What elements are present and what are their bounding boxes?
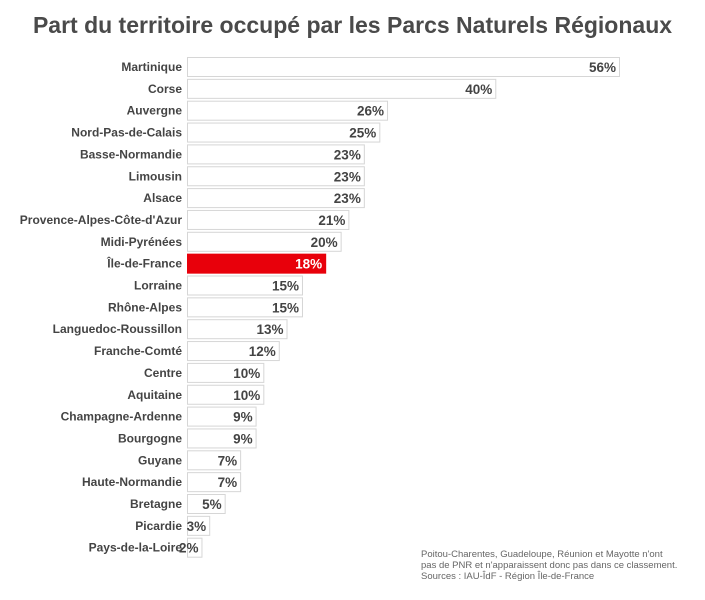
bar-rhone-alpes: [187, 297, 303, 318]
category-label-midi-pyrenees: Midi-Pyrénées: [101, 235, 183, 249]
category-label-picardie: Picardie: [135, 519, 182, 533]
value-label-bretagne: 5%: [202, 497, 222, 512]
bar-bourgogne: [187, 428, 257, 449]
bar-corse: [187, 78, 497, 99]
bar-midi-pyrenees: [187, 231, 342, 252]
bar-lorraine: [187, 275, 303, 296]
category-label-basse-normandie: Basse-Normandie: [80, 147, 182, 161]
bar-haute-normandie: [187, 472, 242, 493]
category-label-provence-alpes-cote-d-azur: Provence-Alpes-Côte-d'Azur: [20, 213, 183, 227]
bar-pays-de-la-loire: [187, 537, 203, 558]
value-label-alsace: 23%: [334, 191, 361, 206]
category-label-languedoc-roussillon: Languedoc-Roussillon: [53, 322, 182, 336]
category-label-corse: Corse: [148, 82, 182, 96]
bar-nord-pas-de-calais: [187, 122, 381, 143]
footnote: Poitou-Charentes, Guadeloupe, Réunion et…: [421, 549, 701, 582]
value-label-picardie: 3%: [187, 519, 207, 534]
category-label-limousin: Limousin: [129, 169, 182, 183]
value-label-ile-de-france: 18%: [295, 257, 322, 272]
category-label-lorraine: Lorraine: [134, 279, 182, 293]
value-label-languedoc-roussillon: 13%: [256, 322, 283, 337]
category-label-martinique: Martinique: [121, 60, 182, 74]
value-label-lorraine: 15%: [272, 279, 299, 294]
bar-auvergne: [187, 100, 389, 121]
value-label-nord-pas-de-calais: 25%: [349, 126, 376, 141]
value-label-champagne-ardenne: 9%: [233, 410, 253, 425]
category-label-pays-de-la-loire: Pays-de-la-Loire: [89, 541, 183, 555]
value-label-rhone-alpes: 15%: [272, 300, 299, 315]
value-label-pays-de-la-loire: 2%: [179, 541, 199, 556]
value-label-aquitaine: 10%: [233, 388, 260, 403]
category-label-aquitaine: Aquitaine: [127, 388, 182, 402]
footnote-line-1: Poitou-Charentes, Guadeloupe, Réunion et…: [421, 549, 663, 560]
bar-ile-de-france: [187, 253, 327, 274]
value-label-corse: 40%: [465, 82, 492, 97]
bar-champagne-ardenne: [187, 406, 257, 427]
bar-languedoc-roussillon: [187, 319, 288, 340]
value-label-provence-alpes-cote-d-azur: 21%: [318, 213, 345, 228]
category-label-ile-de-france: Île-de-France: [106, 256, 182, 271]
category-label-guyane: Guyane: [138, 453, 182, 467]
value-label-guyane: 7%: [218, 453, 238, 468]
bar-alsace: [187, 188, 365, 209]
value-label-centre: 10%: [233, 366, 260, 381]
bar-picardie: [187, 515, 211, 536]
value-label-midi-pyrenees: 20%: [311, 235, 338, 250]
value-label-auvergne: 26%: [357, 104, 384, 119]
bar-centre: [187, 362, 265, 383]
bar-limousin: [187, 166, 365, 187]
bar-aquitaine: [187, 384, 265, 405]
footnote-line-3: Sources : IAU-ÎdF - Région Île-de-France: [421, 571, 595, 582]
category-label-alsace: Alsace: [143, 191, 182, 205]
value-label-martinique: 56%: [589, 60, 616, 75]
bar-martinique: [187, 57, 620, 77]
category-label-franche-comte: Franche-Comté: [94, 344, 182, 358]
bar-franche-comte: [187, 341, 280, 362]
category-label-auvergne: Auvergne: [127, 104, 183, 118]
footnote-line-2: pas de PNR et n'apparaissent donc pas da…: [421, 560, 678, 571]
category-label-bourgogne: Bourgogne: [118, 431, 182, 445]
value-label-bourgogne: 9%: [233, 431, 253, 446]
bar-provence-alpes-cote-d-azur: [187, 209, 350, 230]
bar-bretagne: [187, 494, 226, 514]
category-label-centre: Centre: [144, 366, 182, 380]
category-label-champagne-ardenne: Champagne-Ardenne: [61, 410, 183, 424]
category-label-nord-pas-de-calais: Nord-Pas-de-Calais: [71, 126, 182, 140]
value-label-limousin: 23%: [334, 169, 361, 184]
value-label-haute-normandie: 7%: [218, 475, 238, 490]
bar-guyane: [187, 450, 242, 471]
value-label-basse-normandie: 23%: [334, 147, 361, 162]
category-label-rhone-alpes: Rhône-Alpes: [108, 300, 182, 314]
category-label-haute-normandie: Haute-Normandie: [82, 475, 182, 489]
category-label-bretagne: Bretagne: [130, 497, 182, 511]
bar-basse-normandie: [187, 144, 365, 165]
chart-title: Part du territoire occupé par les Parcs …: [32, 12, 673, 38]
value-label-franche-comte: 12%: [249, 344, 276, 359]
